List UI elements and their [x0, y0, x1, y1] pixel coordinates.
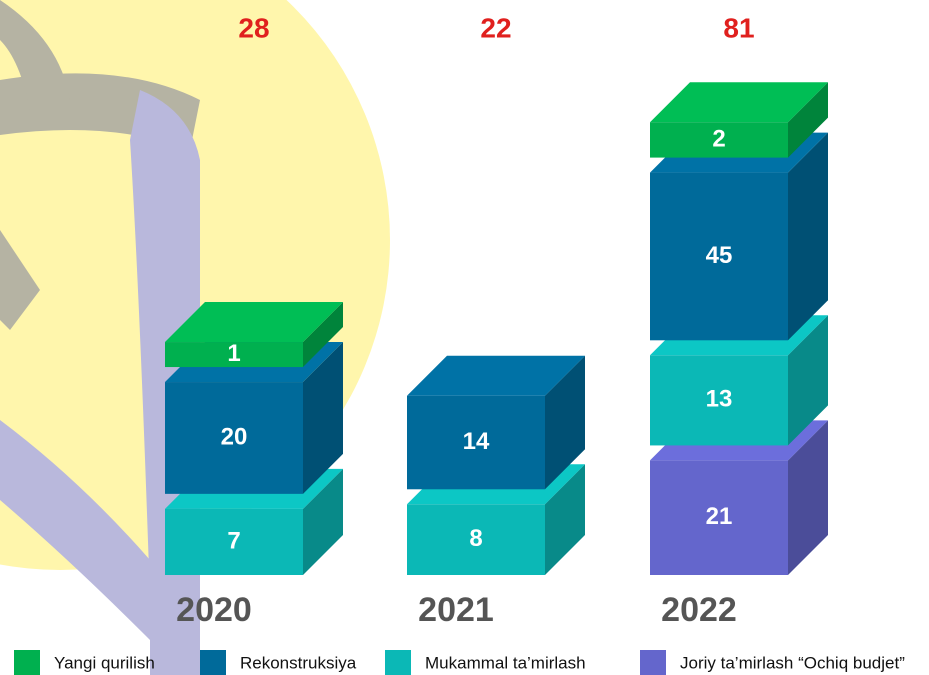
bar-top	[650, 82, 828, 123]
bar	[650, 355, 788, 446]
bar	[650, 122, 788, 158]
bar	[650, 172, 788, 341]
x-tick-label: 2020	[176, 591, 252, 629]
bar-side	[788, 315, 828, 446]
legend-label: Yangi qurilish	[54, 653, 155, 672]
bar	[165, 342, 303, 368]
x-tick-label: 2022	[661, 591, 737, 629]
bar	[407, 504, 545, 575]
bar-side	[788, 82, 828, 158]
total-label: 22	[480, 12, 511, 43]
bar-side	[545, 355, 585, 490]
segment-label: 20	[221, 423, 248, 450]
segment-label: 45	[706, 242, 733, 269]
total-label: 28	[238, 12, 269, 43]
legend-label: Mukammal ta’mirlash	[425, 653, 586, 672]
bar-side	[788, 132, 828, 341]
legend-swatch	[640, 650, 666, 675]
bar	[165, 382, 303, 494]
segment-label: 13	[706, 386, 733, 413]
segment-label: 8	[469, 525, 482, 552]
legend-swatch	[14, 650, 40, 675]
segment-label: 21	[706, 503, 733, 530]
bar	[165, 508, 303, 575]
x-tick-label: 2021	[418, 591, 494, 629]
legend-label: Joriy ta’mirlash “Ochiq budjet”	[680, 653, 905, 672]
legend-swatch	[200, 650, 226, 675]
segment-label: 2	[712, 125, 725, 152]
bar	[407, 395, 545, 490]
bar	[650, 460, 788, 575]
legend-swatch	[385, 650, 411, 675]
bar-side	[788, 420, 828, 575]
bar-top	[165, 302, 343, 343]
bar-side	[545, 464, 585, 575]
segment-label: 1	[227, 340, 240, 367]
bar-side	[303, 468, 343, 575]
bar-top	[407, 355, 585, 396]
bar-side	[303, 302, 343, 368]
segment-label: 14	[463, 428, 490, 455]
segment-label: 7	[227, 527, 240, 554]
total-label: 81	[723, 12, 754, 43]
bar-side	[303, 342, 343, 494]
legend-label: Rekonstruksiya	[240, 653, 357, 672]
